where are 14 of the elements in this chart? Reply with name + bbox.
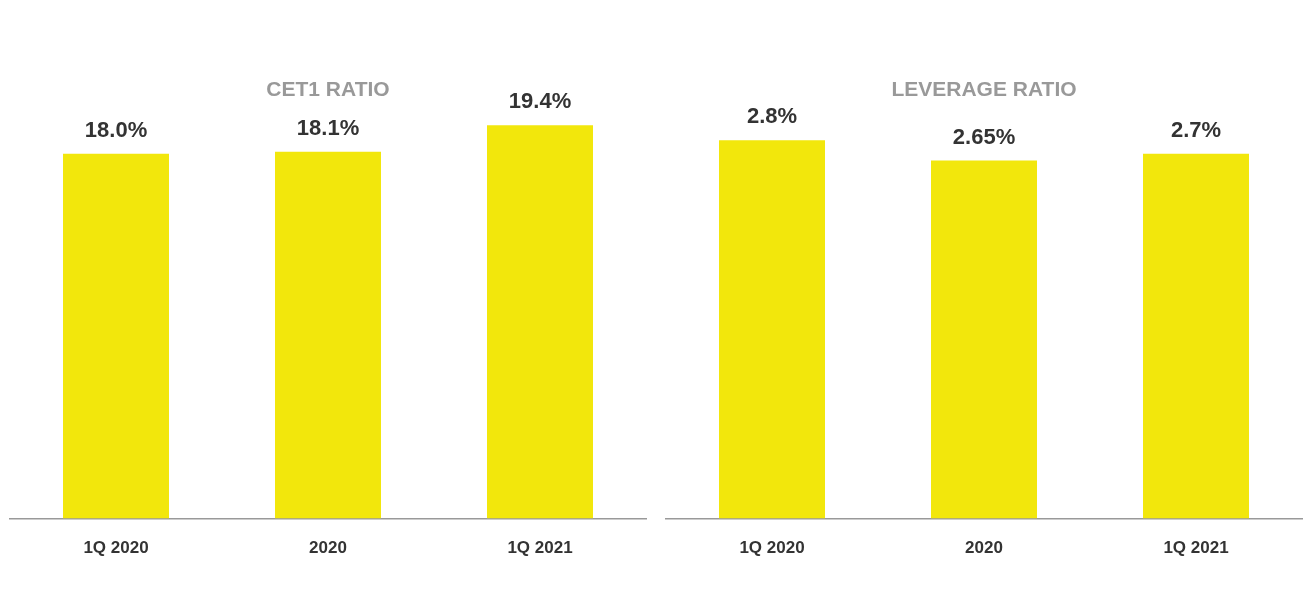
chart-title: CET1 RATIO: [266, 77, 390, 101]
data-label: 18.1%: [296, 114, 360, 140]
x-tick-label: 1Q 2020: [83, 538, 149, 558]
x-tick-label: 1Q 2020: [739, 538, 805, 558]
data-label: 2.7%: [1170, 116, 1222, 142]
data-label: 2.8%: [746, 103, 798, 129]
x-tick-label: 2020: [965, 538, 1003, 558]
chart-title: LEVERAGE RATIO: [891, 77, 1077, 101]
data-label: 2.65%: [952, 123, 1016, 149]
x-tick-label: 1Q 2021: [507, 538, 573, 558]
data-label: 18.0%: [84, 116, 148, 142]
data-label: 19.4%: [508, 88, 572, 114]
x-tick-label: 2020: [309, 538, 347, 558]
x-tick-label: 1Q 2021: [1163, 538, 1229, 558]
